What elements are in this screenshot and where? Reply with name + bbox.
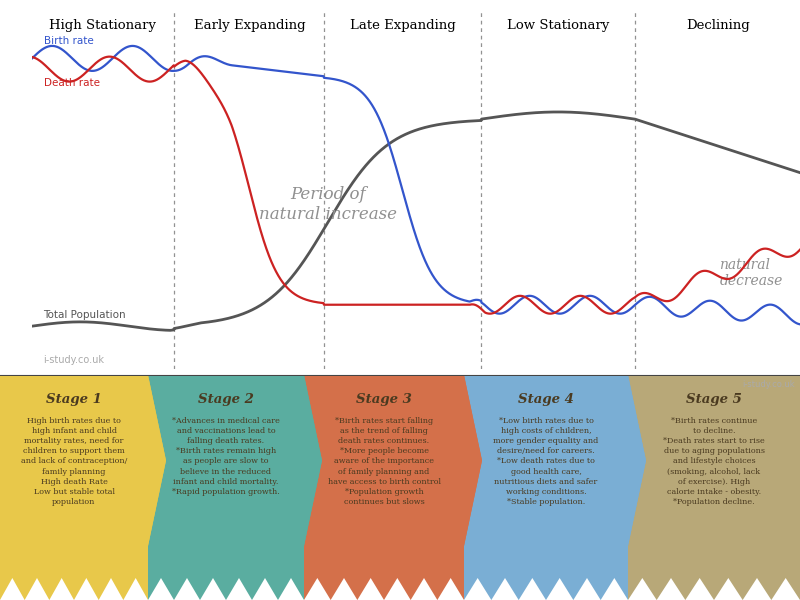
Text: Low Stationary: Low Stationary	[507, 19, 610, 32]
Polygon shape	[98, 578, 123, 600]
Polygon shape	[464, 375, 482, 546]
Polygon shape	[714, 578, 742, 600]
Text: *Birth rates continue
to decline.
*Death rates start to rise
due to aging popula: *Birth rates continue to decline. *Death…	[663, 417, 765, 506]
Text: Late Expanding: Late Expanding	[350, 19, 456, 32]
Polygon shape	[0, 578, 25, 600]
Text: Stage 2: Stage 2	[198, 393, 254, 406]
Text: Death rate: Death rate	[43, 79, 99, 88]
Polygon shape	[574, 578, 601, 600]
Polygon shape	[148, 375, 166, 546]
Polygon shape	[628, 375, 646, 546]
Text: Birth rate: Birth rate	[43, 35, 94, 46]
Polygon shape	[464, 578, 491, 600]
Polygon shape	[304, 578, 330, 600]
Text: natural
decrease: natural decrease	[719, 257, 782, 288]
Polygon shape	[657, 578, 686, 600]
Polygon shape	[771, 578, 800, 600]
Text: Stage 3: Stage 3	[356, 393, 412, 406]
Polygon shape	[546, 578, 574, 600]
Text: i-study.co.uk: i-study.co.uk	[43, 355, 105, 365]
Text: i-study.co.uk: i-study.co.uk	[742, 380, 795, 389]
Polygon shape	[174, 578, 200, 600]
Polygon shape	[123, 578, 148, 600]
Bar	[304, 375, 464, 600]
Polygon shape	[148, 375, 166, 546]
Polygon shape	[252, 578, 278, 600]
Text: Stage 5: Stage 5	[686, 393, 742, 406]
Text: *Low birth rates due to
high costs of children,
more gender equality and
desire/: *Low birth rates due to high costs of ch…	[494, 417, 598, 506]
Polygon shape	[628, 578, 657, 600]
Polygon shape	[304, 375, 322, 546]
Polygon shape	[491, 578, 518, 600]
Text: High Stationary: High Stationary	[49, 19, 156, 32]
Polygon shape	[518, 578, 546, 600]
Polygon shape	[304, 375, 322, 546]
Polygon shape	[410, 578, 438, 600]
Bar	[464, 375, 628, 600]
Polygon shape	[226, 578, 252, 600]
Polygon shape	[686, 578, 714, 600]
Text: Stage 1: Stage 1	[46, 393, 102, 406]
Polygon shape	[148, 578, 174, 600]
Polygon shape	[601, 578, 628, 600]
Text: High birth rates due to
high infant and child
mortality rates, need for
children: High birth rates due to high infant and …	[21, 417, 127, 506]
Polygon shape	[278, 578, 304, 600]
Polygon shape	[330, 578, 358, 600]
Text: Declining: Declining	[686, 19, 750, 32]
Polygon shape	[742, 578, 771, 600]
Polygon shape	[438, 578, 464, 600]
Text: Stage 4: Stage 4	[518, 393, 574, 406]
Bar	[628, 375, 800, 600]
Polygon shape	[74, 578, 98, 600]
Text: Early Expanding: Early Expanding	[194, 19, 305, 32]
Polygon shape	[358, 578, 384, 600]
Text: *Advances in medical care
and vaccinations lead to
falling death rates.
*Birth r: *Advances in medical care and vaccinatio…	[172, 417, 280, 496]
Bar	[0, 375, 148, 600]
Text: Total Population: Total Population	[43, 310, 126, 320]
Text: Period of
natural increase: Period of natural increase	[258, 187, 397, 223]
Bar	[148, 375, 304, 600]
Polygon shape	[50, 578, 74, 600]
Polygon shape	[25, 578, 50, 600]
Polygon shape	[384, 578, 410, 600]
Text: *Birth rates start falling
as the trend of falling
death rates continues.
*More : *Birth rates start falling as the trend …	[327, 417, 441, 506]
Polygon shape	[628, 375, 646, 546]
Polygon shape	[200, 578, 226, 600]
Polygon shape	[464, 375, 482, 546]
